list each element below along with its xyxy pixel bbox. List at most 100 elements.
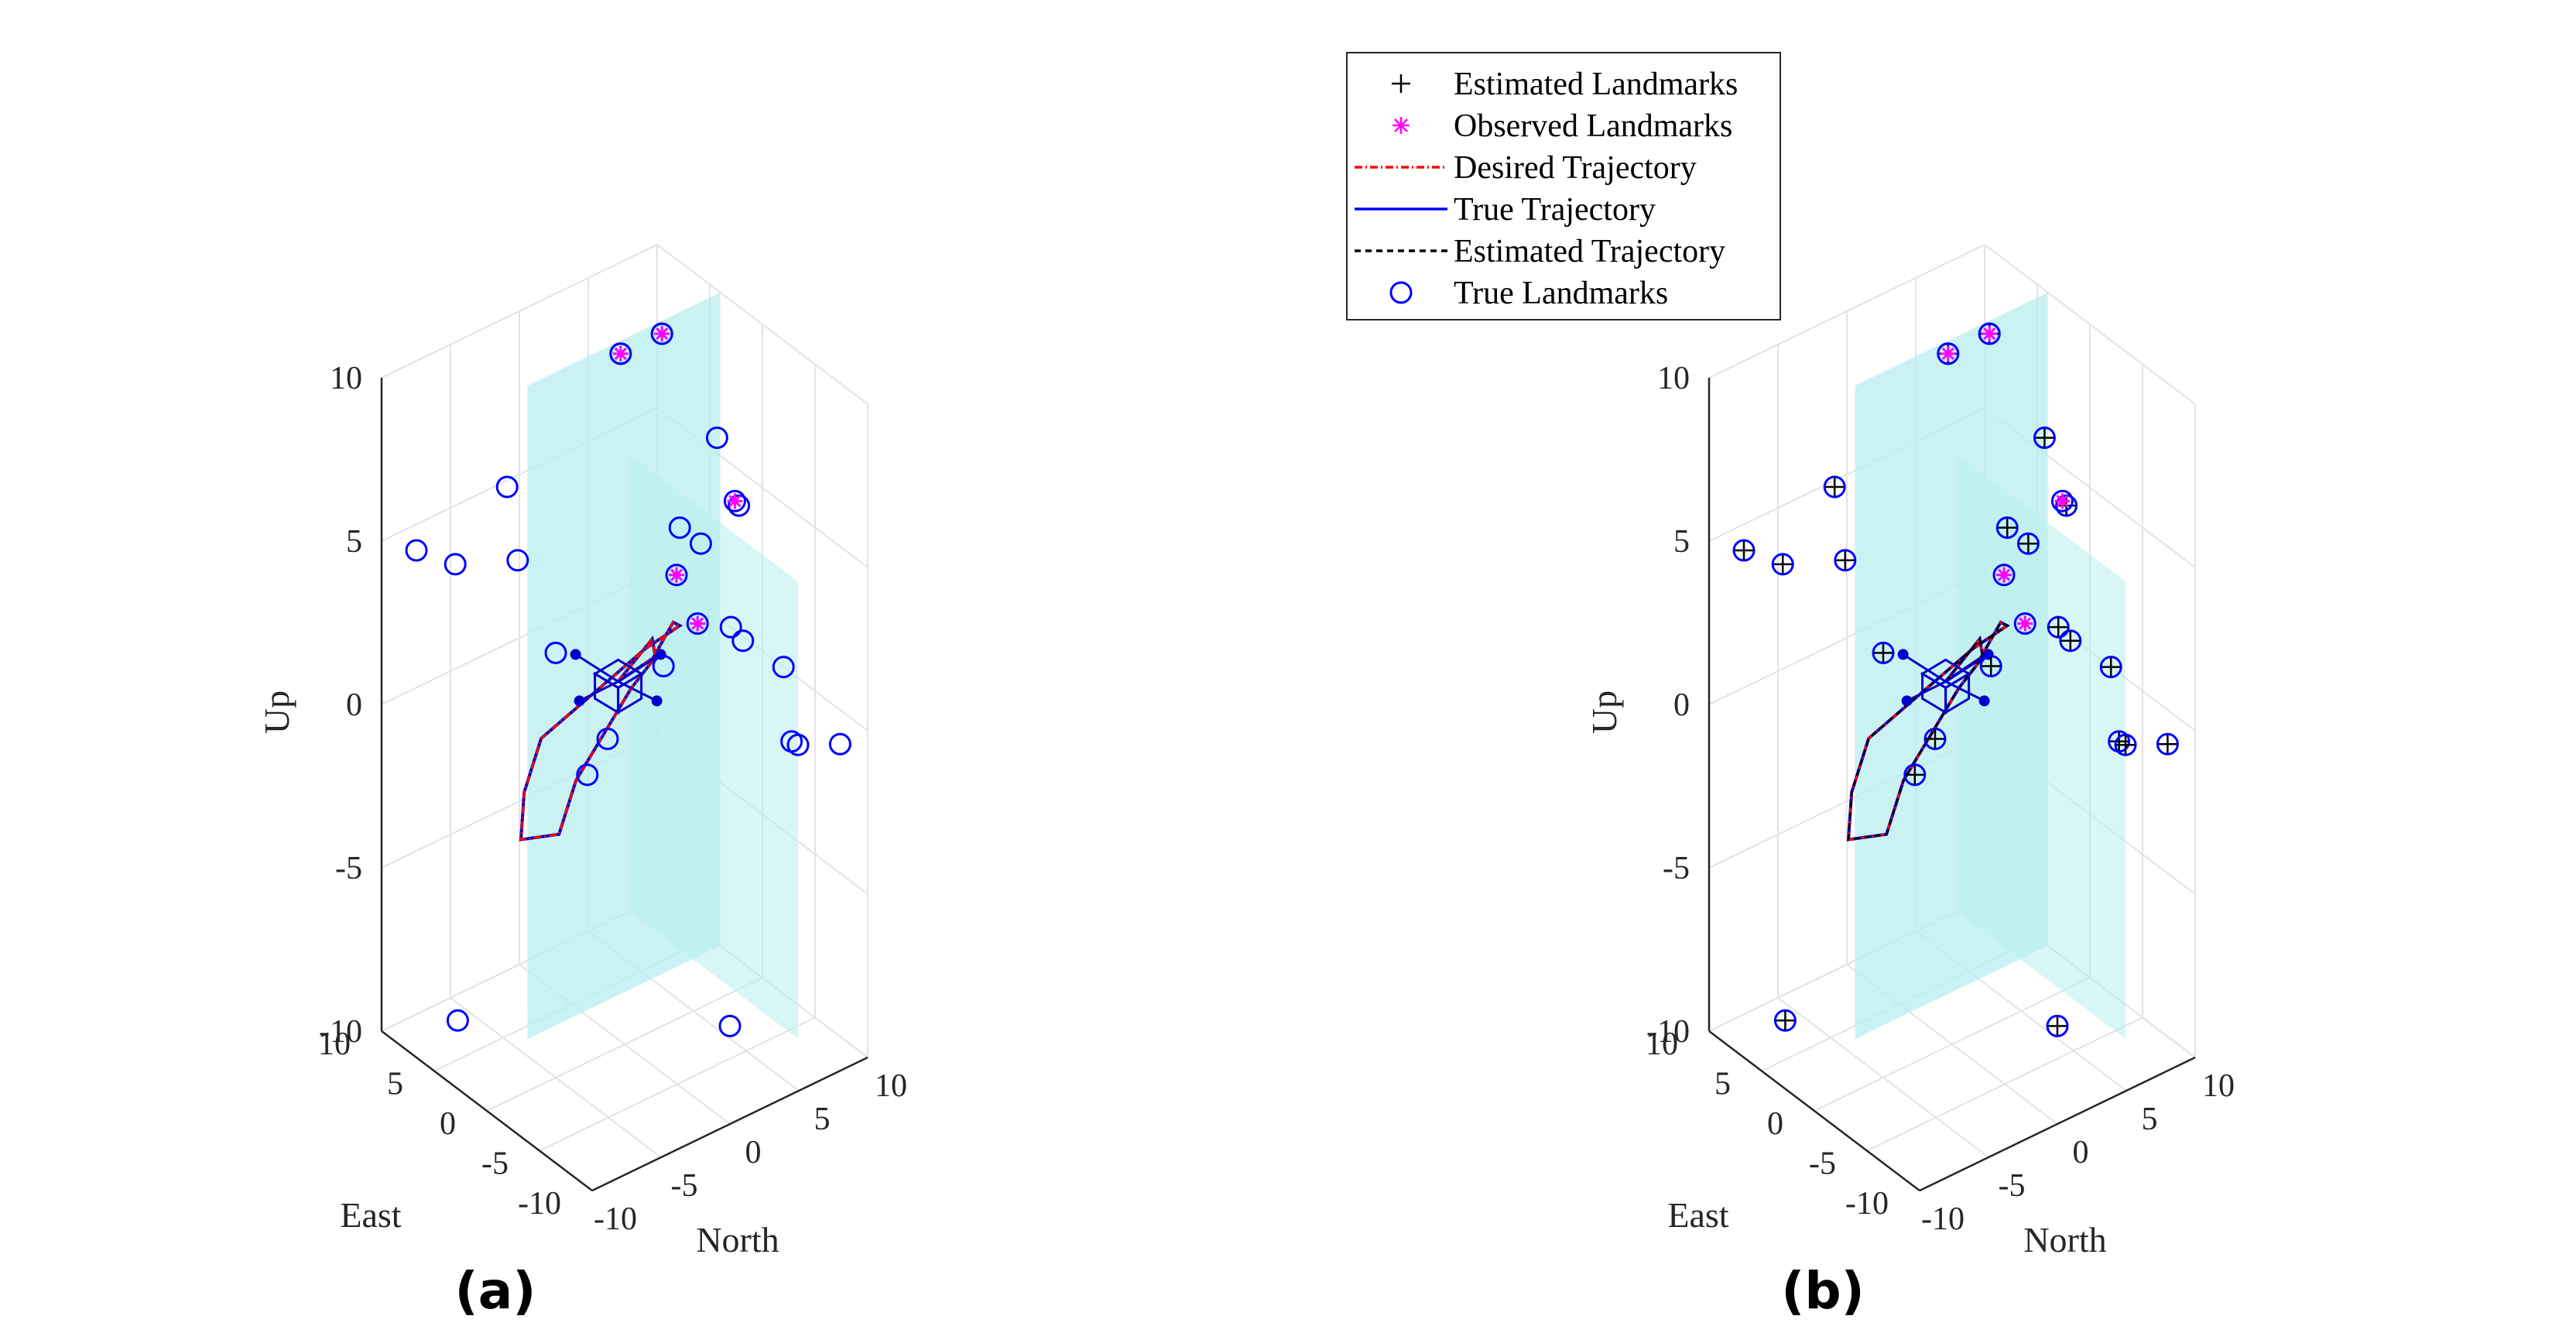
legend: Estimated Landmarks Observed Landmarks Des… — [1346, 52, 1781, 320]
vehicle-rotor — [651, 695, 663, 707]
panel-b: -10-50510-10-50510-10-50510UpEastNorth(b… — [1584, 244, 2235, 1321]
x-tick-label: 5 — [1714, 1067, 1731, 1102]
y-tick-label: -10 — [1921, 1201, 1965, 1237]
true-landmark-point — [2016, 532, 2040, 555]
observed-landmark-point — [1940, 345, 1956, 362]
true-landmark-point — [2033, 427, 2056, 449]
x-tick-label: 0 — [1767, 1106, 1783, 1142]
observed-landmark-ring — [686, 612, 709, 635]
estimated-landmark-point — [1735, 541, 1753, 560]
legend-item: Estimated Landmarks — [1392, 67, 1738, 102]
observed-landmark-point — [690, 615, 706, 632]
vehicle-arm — [578, 680, 619, 702]
vehicle-arm — [617, 680, 658, 702]
estimated-landmark-point — [2102, 657, 2121, 677]
observed-landmark-ring — [609, 342, 632, 365]
true-landmark-point — [444, 553, 467, 576]
panel-label-close: ) — [1841, 1261, 1865, 1321]
legend-marker-plus — [1392, 74, 1410, 93]
true-landmark-point — [596, 728, 619, 750]
desired-trajectory — [519, 620, 683, 841]
estimated-landmark-point — [1773, 554, 1793, 574]
legend-item: Estimated Trajectory — [1355, 234, 1725, 269]
y-tick-label: -10 — [594, 1201, 637, 1237]
true-landmark-point — [576, 763, 599, 787]
observed-landmark-point — [612, 345, 629, 362]
true-landmark-point — [705, 427, 728, 449]
wall-plane — [1957, 454, 2126, 1039]
estimated-landmark-point — [2019, 534, 2038, 553]
z-tick-label: 5 — [346, 524, 362, 560]
estimated-landmark-point — [2116, 735, 2135, 755]
panel-label: (b) — [1781, 1261, 1865, 1321]
legend-label: Estimated Landmarks — [1454, 67, 1738, 102]
observed-landmark-ring — [2050, 489, 2074, 512]
z-tick-label: 5 — [1673, 524, 1690, 560]
z-axis-label: Up — [257, 691, 296, 734]
y-axis-label: North — [2023, 1220, 2106, 1259]
z-tick-label: 0 — [1673, 687, 1690, 723]
observed-landmark-ring — [1978, 322, 2001, 345]
x-tick-label: -10 — [518, 1186, 561, 1222]
true-landmark-point — [2059, 629, 2082, 653]
legend-marker-asterisk — [1392, 117, 1410, 134]
true-landmark-point — [2114, 733, 2137, 756]
estimated-landmark-point — [2035, 428, 2054, 447]
x-tick-label: 0 — [440, 1106, 456, 1142]
y-tick-label: 10 — [2202, 1068, 2235, 1104]
z-tick-label: -5 — [335, 851, 362, 886]
legend-item: True Landmarks — [1389, 276, 1668, 311]
z-tick-label: 0 — [346, 687, 362, 723]
observed-landmark-ring — [2013, 612, 2036, 635]
east-axis-line — [381, 1030, 593, 1191]
observed-landmark-ring — [665, 564, 688, 587]
vehicle-rotor — [570, 649, 581, 660]
estimated-landmark-point — [1926, 729, 1944, 749]
observed-landmark-ring — [650, 322, 673, 345]
vehicle — [1897, 649, 1994, 715]
legend-label: True Landmarks — [1454, 276, 1668, 311]
x-tick-label: 10 — [1646, 1026, 1678, 1062]
estimated-landmark-point — [1874, 643, 1893, 663]
estimated-landmark-point — [1776, 1011, 1795, 1030]
vehicle-arm — [1902, 653, 1947, 683]
true-landmark-point — [668, 516, 691, 540]
vehicle-rotor — [1897, 649, 1909, 660]
vehicle-side — [1944, 671, 1971, 715]
true-landmark-point — [652, 655, 675, 677]
true-landmark-point — [731, 629, 755, 653]
true-landmark-point — [1773, 1009, 1797, 1032]
legend-box — [1346, 52, 1781, 320]
observed-landmark-point — [654, 326, 670, 342]
observed-landmark-point — [669, 567, 684, 583]
trajectories — [1846, 620, 2011, 841]
true-landmark-point — [718, 1014, 742, 1037]
wall-planes — [527, 292, 798, 1040]
true-landmark-point — [1771, 553, 1794, 576]
vehicle-rotor — [574, 695, 585, 707]
true-landmark-point — [689, 532, 712, 555]
vehicle-arm — [617, 653, 662, 683]
observed-landmark-ring — [1992, 564, 2016, 587]
y-tick-label: 0 — [2073, 1135, 2089, 1170]
vehicle-rotor — [1901, 695, 1913, 707]
true-landmark-point — [772, 656, 795, 679]
vehicle-side — [617, 671, 643, 715]
true-landmark-point — [2099, 656, 2122, 679]
true-landmark-point — [1823, 475, 1846, 499]
true-landmark-point — [1872, 641, 1895, 664]
observed-landmarks — [1937, 322, 2074, 635]
estimated-landmark-point — [2048, 1016, 2067, 1036]
wall-plane — [629, 454, 798, 1039]
trajectories — [519, 620, 683, 841]
z-tick-label: 10 — [1657, 361, 1690, 396]
x-tick-label: -5 — [481, 1146, 509, 1182]
observed-landmark-point — [2017, 615, 2033, 632]
true-landmark-point — [446, 1009, 469, 1032]
estimated-landmark-point — [1835, 550, 1855, 570]
panel-label-letter: a — [478, 1261, 513, 1321]
axes — [380, 378, 868, 1192]
